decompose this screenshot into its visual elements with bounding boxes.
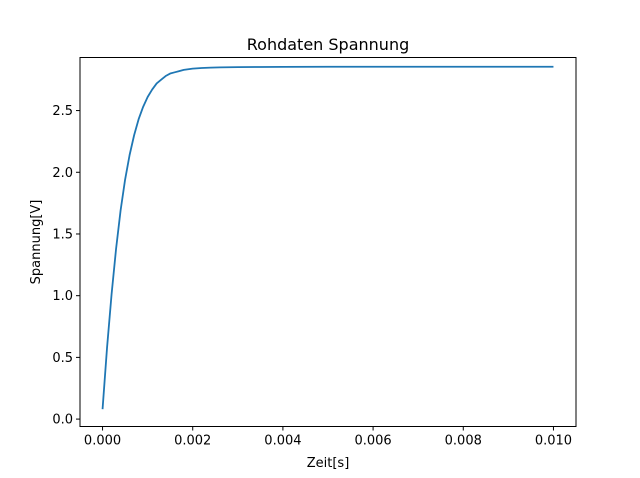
x-tick-label: 0.010 — [535, 434, 572, 449]
y-tick-label: 2.0 — [52, 166, 73, 181]
x-tick-label: 0.006 — [354, 434, 391, 449]
chart-title: Rohdaten Spannung — [247, 35, 409, 54]
plot-background — [80, 57, 576, 427]
y-tick-label: 0.0 — [52, 413, 73, 428]
y-axis-label: Spannung[V] — [29, 200, 44, 285]
y-tick-label: 1.0 — [52, 289, 73, 304]
x-tick-label: 0.000 — [84, 434, 121, 449]
y-tick-label: 1.5 — [52, 227, 73, 242]
plot-frame — [79, 57, 577, 427]
series-line-0 — [101, 65, 554, 410]
y-tick-label: 0.5 — [52, 351, 73, 366]
x-tick-label: 0.008 — [445, 434, 482, 449]
x-tick-label: 0.004 — [264, 434, 301, 449]
y-tick-label: 2.5 — [52, 104, 73, 119]
x-axis-label: Zeit[s] — [307, 456, 350, 471]
x-tick-label: 0.002 — [174, 434, 211, 449]
